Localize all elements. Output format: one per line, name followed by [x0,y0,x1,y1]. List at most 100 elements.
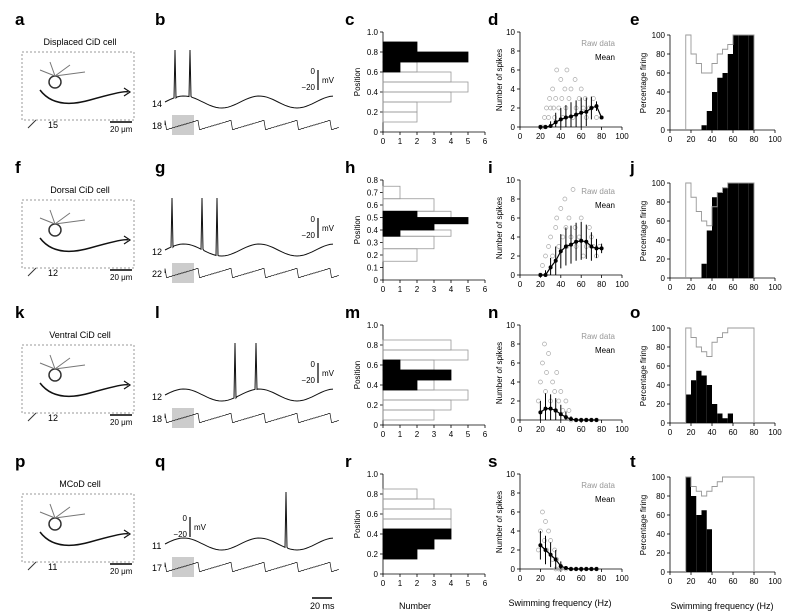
voltage-traces [164,342,339,428]
raw-data-point [560,234,566,240]
voltage-neg-label: −20 [301,83,315,92]
raw-data-point [578,215,584,221]
segment-boundary-mark [27,119,37,129]
y-tick-label: 2 [511,104,516,113]
y-tick-label: 0.8 [367,490,379,499]
mean-point [584,418,589,422]
x-tick-label: 20 [536,425,545,434]
membrane-potential-trace [164,491,334,551]
filled-bar [382,538,435,550]
y-axis-label: Percentage firing [639,201,648,261]
mean-point [563,415,568,420]
x-tick-label: 0 [381,137,386,146]
raw-data-point [553,225,559,230]
position-histogram: 0 1 2 3 4 5 6 0 0.2 0.4 0.6 0.8 1.0 [367,28,488,146]
raw-data-point [546,244,551,249]
panel-letter-c: c [345,10,354,29]
x-tick-label: 40 [556,574,565,583]
x-tick-label: 0 [518,132,523,141]
cell-diagram [21,493,135,571]
raw-data-point [536,547,541,553]
filled-bar [743,35,749,130]
mean-point [579,238,584,243]
x-tick-label: 0 [518,425,523,434]
x-tick-label: 4 [449,579,454,588]
panel-letter-e: e [630,10,639,29]
x-tick-label: 40 [556,280,565,289]
dendrites [39,354,86,370]
percentage-firing-chart: 0 20 40 60 80 100 0 20 40 60 80 100 [652,324,783,437]
raw-data-point [542,115,547,120]
raw-data-point [543,519,548,524]
dendrites [39,209,86,225]
y-axis-label: Number of spikes [495,49,504,111]
filled-bar [685,477,691,572]
raw-data-point [548,105,553,111]
y-tick-label: 0.2 [367,251,379,260]
filled-bar [696,370,702,423]
x-tick-label: 6 [483,137,488,146]
mean-point [579,418,584,422]
filled-bar [691,496,697,572]
filled-bar [685,394,691,423]
segment-boundary-mark [27,561,37,571]
voltage-unit-label: mV [322,224,335,233]
y-axis-label: Number of spikes [495,197,504,259]
scale-bar-label: 20 μm [110,273,133,282]
filled-bar [743,183,749,278]
spikes-scatter: 0 20 40 60 80 100 0 2 4 6 8 10 [506,321,629,434]
panel-letter-h: h [345,158,355,177]
raw-data-point [543,253,548,259]
y-tick-label: 60 [656,511,665,520]
y-tick-label: 0 [661,274,666,283]
raw-data-point [546,351,551,356]
position-histogram: 0 1 2 3 4 5 6 0 0.1 0.2 0.3 0.4 0.5 0.6 0.7 0.8 [367,176,488,294]
outline-bar [382,91,452,103]
y-tick-label: 40 [656,88,665,97]
raw-data-point [563,398,569,404]
raw-data-point [587,225,592,230]
y-tick-label: 0.4 [367,530,379,539]
outline-step [685,34,755,130]
raw-data-point [572,225,578,230]
raw-data-point [554,215,560,221]
voltage-zero-label: 0 [311,215,316,224]
spikes-scatter: 0 20 40 60 80 100 0 2 4 6 8 10 [506,176,629,289]
y-tick-label: 0 [374,276,379,285]
y-tick-label: 1.0 [367,321,379,330]
x-tick-label: 0 [668,283,673,292]
trace-bottom-id: 17 [152,563,162,573]
panel-letter-i: i [488,158,493,177]
y-axis-label: Position [353,68,362,96]
panel-letter-q: q [155,452,165,471]
raw-data-point [543,389,548,394]
membrane-potential-trace [164,342,334,402]
x-tick-label: 0 [668,577,673,586]
x-tick-label: 20 [687,283,696,292]
mean-point [548,406,553,411]
outline-bar [382,111,418,123]
x-tick-label: 60 [577,280,586,289]
scale-bar-label: 20 μm [110,418,133,427]
x-tick-label: 5 [466,137,471,146]
x-tick-label: 40 [708,577,717,586]
filled-bar [382,369,452,381]
panel-letter-d: d [488,10,498,29]
panel-letter-n: n [488,303,498,322]
raw-data-point [546,528,551,534]
y-tick-label: 0.1 [367,264,379,273]
x-tick-label: 0 [381,285,386,294]
filled-bar [701,510,707,572]
mean-point [558,117,563,122]
x-tick-label: 0 [518,574,523,583]
x-tick-label: 40 [556,425,565,434]
ventral-root-trace [164,562,339,572]
mean-point [569,114,573,119]
soma [48,223,62,237]
mean-point [538,273,543,277]
voltage-traces [164,49,339,135]
y-tick-label: 0.2 [367,401,379,410]
x-tick-label: 80 [750,283,759,292]
filled-bar [733,183,739,278]
